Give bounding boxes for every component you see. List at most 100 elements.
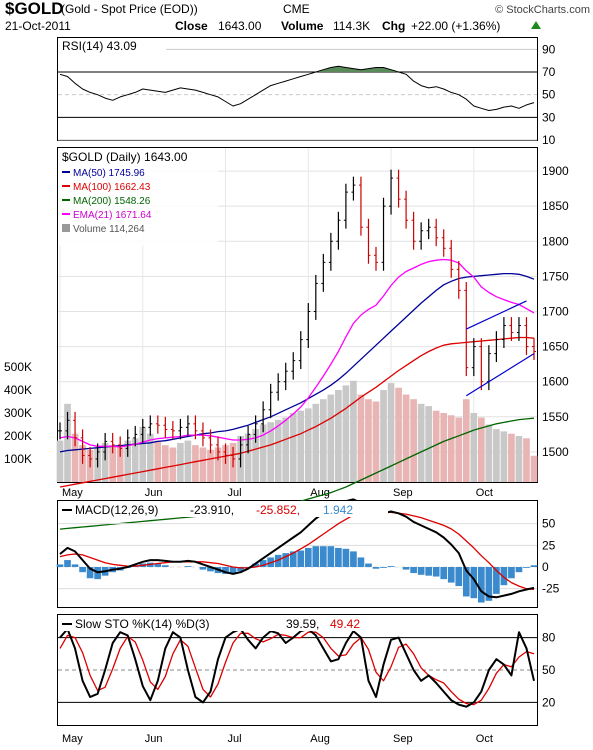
- volume-bar: [312, 403, 320, 482]
- sto-tick-label: 50: [542, 663, 556, 677]
- volume-bar: [146, 433, 154, 482]
- rsi-tick-label: 50: [542, 88, 556, 102]
- macd-hist-value: 1.942: [323, 503, 353, 517]
- channel-upper-line: [466, 300, 527, 330]
- copyright-label: © StockCharts.com: [495, 4, 590, 16]
- rsi-tick-label: 70: [542, 65, 556, 79]
- macd-hist-bar: [199, 567, 207, 570]
- macd-hist-bar: [184, 566, 192, 567]
- volume-bar: [470, 413, 478, 482]
- macd-hist-bar: [162, 565, 169, 567]
- volume-bar: [447, 415, 455, 482]
- symbol-name: (Gold - Spot Price (EOD)): [61, 2, 198, 16]
- volume-bar: [124, 440, 132, 482]
- macd-hist-bar: [447, 567, 455, 583]
- volume-value: 114.3K: [333, 19, 370, 33]
- volume-bar: [244, 433, 252, 482]
- volume-bar: [274, 419, 282, 482]
- price-tick-label: 1550: [542, 410, 569, 424]
- volume-bar: [267, 422, 274, 482]
- close-label: Close: [175, 19, 208, 33]
- legend-volume: Volume 114,264: [73, 224, 145, 235]
- volume-tick-label: 500K: [4, 360, 32, 374]
- macd-hist-bar: [304, 547, 312, 567]
- bottom-month-label: Sep: [393, 733, 413, 745]
- rsi-tick-label: 10: [542, 133, 556, 147]
- sto-d-line: [59, 631, 535, 706]
- price-tick-label: 1500: [542, 445, 569, 459]
- volume-bar: [320, 399, 327, 482]
- month-label: Sep: [393, 487, 413, 499]
- macd-line: [59, 498, 535, 599]
- bottom-month-label: Jul: [228, 733, 242, 745]
- volume-bar: [131, 438, 139, 482]
- volume-bar: [297, 410, 305, 482]
- volume-bar: [154, 440, 162, 482]
- macd-hist-bar: [154, 563, 162, 567]
- volume-bar: [357, 394, 365, 482]
- price-tick-label: 1850: [542, 199, 569, 213]
- macd-hist-bar: [297, 550, 305, 567]
- volume-bar: [500, 431, 508, 482]
- legend-gold: $GOLD (Daily) 1643.00: [62, 150, 188, 164]
- volume-bar: [380, 390, 387, 482]
- rsi-tick-label: 30: [542, 110, 556, 124]
- volume-bar: [252, 429, 259, 482]
- sto-tick-label: 80: [542, 631, 556, 645]
- volume-bar: [335, 390, 342, 482]
- macd-hist-bar: [372, 567, 380, 569]
- month-label: May: [62, 487, 83, 499]
- bottom-month-label: Jun: [145, 733, 163, 745]
- volume-bar: [207, 449, 214, 482]
- sto-layer: 80 50 20 May Jun Jul Aug Sep Oct: [58, 628, 556, 745]
- volume-bar: [109, 445, 116, 482]
- macd-hist-bar: [327, 546, 335, 567]
- volume-bar: [365, 399, 372, 482]
- macd-hist-bar: [365, 563, 372, 567]
- volume-tick-label: 100K: [4, 452, 32, 466]
- macd-hist-bar: [320, 546, 327, 567]
- legend-ma200: MA(200) 1548.26: [73, 196, 151, 207]
- chg-value: +22.00 (+1.36%): [411, 19, 500, 33]
- macd-hist-bar: [252, 563, 259, 567]
- macd-tick-label: 50: [542, 517, 556, 531]
- bottom-month-label: May: [62, 733, 83, 745]
- volume-bar: [432, 410, 440, 482]
- macd-hist-bar: [335, 547, 342, 567]
- month-label: Jul: [228, 487, 242, 499]
- channel-lower-line: [465, 353, 535, 397]
- volume-bar: [139, 426, 147, 482]
- volume-bar: [162, 445, 169, 482]
- macd-hist-bar: [478, 567, 485, 603]
- macd-hist-bar: [207, 567, 214, 572]
- rsi-panel: [57, 37, 538, 141]
- exchange-label: CME: [283, 2, 310, 16]
- macd-hist-bar: [229, 567, 237, 574]
- sto-k-line: [59, 628, 535, 708]
- volume-bar: [515, 436, 523, 482]
- volume-bar: [372, 401, 380, 482]
- volume-bar: [192, 445, 199, 482]
- macd-hist-bar: [387, 566, 395, 567]
- volume-bar: [327, 394, 335, 482]
- volume-bar: [410, 399, 417, 482]
- month-label: Aug: [310, 487, 330, 499]
- volume-bar: [342, 385, 350, 482]
- macd-legend: MACD(12,26,9) -23.910, -25.852, 1.942: [58, 501, 388, 517]
- macd-hist-bar: [470, 567, 478, 599]
- volume-bar: [402, 394, 410, 482]
- bottom-month-label: Aug: [310, 733, 330, 745]
- volume-bar: [523, 438, 530, 482]
- volume-bar: [508, 433, 515, 482]
- macd-tick-label: -25: [542, 582, 560, 596]
- volume-bar: [478, 417, 485, 482]
- volume-bar: [116, 447, 124, 482]
- macd-hist-bar: [485, 567, 493, 601]
- sto-d-value: 49.42: [330, 617, 360, 631]
- macd-hist-bar: [289, 551, 297, 567]
- macd-hist-bar: [282, 553, 290, 567]
- macd-hist-bar: [417, 567, 425, 575]
- volume-bar: [493, 429, 500, 482]
- volume-bar: [101, 442, 109, 482]
